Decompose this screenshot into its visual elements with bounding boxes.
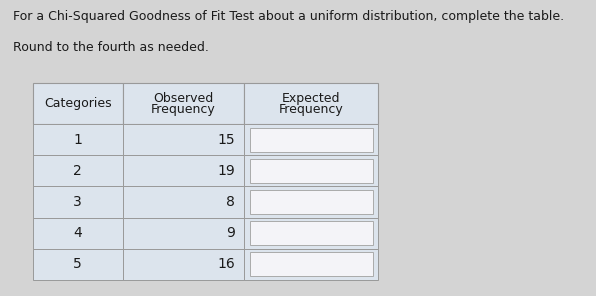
Bar [33, 124, 123, 155]
Bar [250, 128, 372, 152]
Text: Observed: Observed [153, 92, 213, 105]
Bar [244, 155, 378, 186]
Bar [33, 249, 123, 280]
Bar [244, 186, 378, 218]
Text: 1: 1 [73, 133, 82, 147]
Bar [33, 218, 123, 249]
Text: 2: 2 [73, 164, 82, 178]
Bar [250, 190, 372, 214]
Text: 4: 4 [73, 226, 82, 240]
Text: Categories: Categories [44, 97, 111, 110]
Bar [244, 124, 378, 155]
Text: 5: 5 [73, 257, 82, 271]
Bar [123, 249, 244, 280]
Bar [123, 155, 244, 186]
Bar [244, 218, 378, 249]
Bar [244, 249, 378, 280]
Text: Expected: Expected [282, 92, 340, 105]
Text: 19: 19 [217, 164, 235, 178]
Text: 8: 8 [226, 195, 235, 209]
Text: Frequency: Frequency [279, 103, 343, 116]
Text: 16: 16 [217, 257, 235, 271]
Bar [33, 155, 123, 186]
Text: Round to the fourth as needed.: Round to the fourth as needed. [13, 41, 209, 54]
Bar [33, 83, 123, 124]
Bar [250, 159, 372, 183]
Bar [123, 186, 244, 218]
Bar [123, 83, 244, 124]
Text: Frequency: Frequency [151, 103, 216, 116]
Bar [250, 252, 372, 276]
Text: For a Chi-Squared Goodness of Fit Test about a uniform distribution, complete th: For a Chi-Squared Goodness of Fit Test a… [13, 10, 564, 23]
Bar [123, 218, 244, 249]
Text: 15: 15 [217, 133, 235, 147]
Bar [123, 124, 244, 155]
Text: 3: 3 [73, 195, 82, 209]
Text: 9: 9 [226, 226, 235, 240]
Bar [244, 83, 378, 124]
Bar [250, 221, 372, 245]
Bar [33, 186, 123, 218]
